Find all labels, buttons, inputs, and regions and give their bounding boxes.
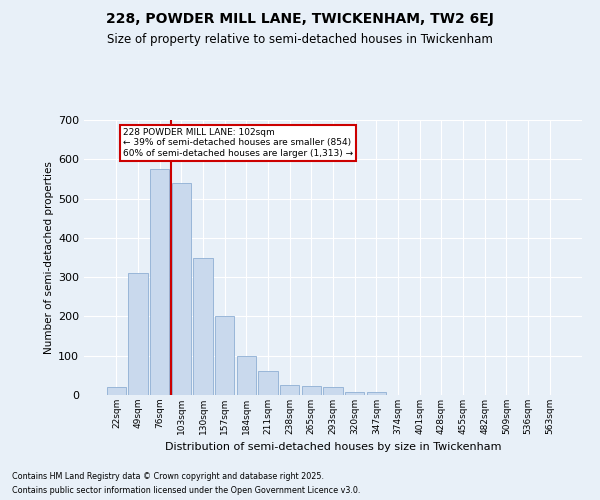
Text: 228 POWDER MILL LANE: 102sqm
← 39% of semi-detached houses are smaller (854)
60%: 228 POWDER MILL LANE: 102sqm ← 39% of se… bbox=[123, 128, 353, 158]
Bar bbox=[302, 386, 321, 395]
Text: Size of property relative to semi-detached houses in Twickenham: Size of property relative to semi-detach… bbox=[107, 32, 493, 46]
Text: 228, POWDER MILL LANE, TWICKENHAM, TW2 6EJ: 228, POWDER MILL LANE, TWICKENHAM, TW2 6… bbox=[106, 12, 494, 26]
Bar bbox=[107, 387, 126, 395]
Bar bbox=[367, 392, 386, 395]
Bar bbox=[258, 372, 278, 395]
Y-axis label: Number of semi-detached properties: Number of semi-detached properties bbox=[44, 161, 54, 354]
Bar bbox=[150, 169, 169, 395]
Text: Contains public sector information licensed under the Open Government Licence v3: Contains public sector information licen… bbox=[12, 486, 361, 495]
Bar bbox=[172, 183, 191, 395]
Bar bbox=[280, 385, 299, 395]
Bar bbox=[215, 316, 235, 395]
Bar bbox=[193, 258, 213, 395]
Bar bbox=[128, 273, 148, 395]
Bar bbox=[323, 387, 343, 395]
Bar bbox=[236, 356, 256, 395]
Text: Contains HM Land Registry data © Crown copyright and database right 2025.: Contains HM Land Registry data © Crown c… bbox=[12, 472, 324, 481]
X-axis label: Distribution of semi-detached houses by size in Twickenham: Distribution of semi-detached houses by … bbox=[165, 442, 501, 452]
Bar bbox=[345, 392, 364, 395]
